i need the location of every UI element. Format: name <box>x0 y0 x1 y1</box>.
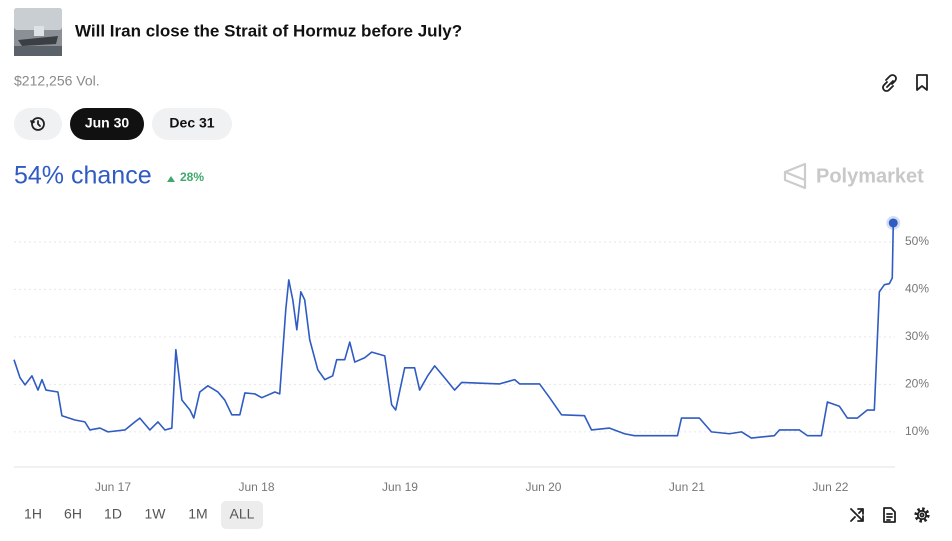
range-button[interactable]: 1W <box>145 506 167 522</box>
range-selector: 1H 6H 1D 1W 1M ALL <box>24 501 263 529</box>
x-tick-label: Jun 21 <box>669 480 705 494</box>
range-active-bg[interactable] <box>221 501 263 529</box>
date-button-active[interactable] <box>70 108 144 140</box>
chance: 54% chance <box>14 162 152 190</box>
change: 28% <box>180 170 204 184</box>
x-tick-label: Jun 18 <box>238 480 274 494</box>
y-tick-label: 30% <box>905 329 929 343</box>
thumbnail <box>14 8 62 56</box>
chart: 10% 20% 30% 40% 50% Jun 17 Jun 18 Jun 19 Jun 20 J… <box>13 215 929 494</box>
doc-icon[interactable] <box>883 507 896 523</box>
x-tick-label: Jun 17 <box>95 480 131 494</box>
settings-icon[interactable] <box>914 507 930 523</box>
range-button[interactable]: 1H <box>24 506 42 522</box>
bookmark-icon[interactable] <box>916 74 928 91</box>
x-tick-label: Jun 20 <box>525 480 561 494</box>
range-button[interactable]: 6H <box>64 506 82 522</box>
brand-logo <box>783 162 807 190</box>
link-icon[interactable] <box>882 74 897 92</box>
y-tick-label: 20% <box>905 377 929 391</box>
y-tick-label: 50% <box>905 234 929 248</box>
date-button[interactable] <box>152 108 232 140</box>
up-arrow <box>167 176 175 182</box>
title: Will Iran close the Strait of Hormuz bef… <box>75 21 462 40</box>
range-button[interactable]: 1M <box>188 506 207 522</box>
x-tick-label: Jun 22 <box>812 480 848 494</box>
history-button[interactable] <box>14 108 62 140</box>
price-line <box>13 222 895 439</box>
y-tick-label: 10% <box>905 424 929 438</box>
range-button[interactable]: 1D <box>104 506 122 522</box>
y-tick-label: 40% <box>905 282 929 296</box>
x-tick-label: Jun 19 <box>382 480 418 494</box>
shuffle-icon[interactable] <box>850 508 864 522</box>
end-point <box>888 218 898 228</box>
date-label[interactable]: Dec 31 <box>169 115 214 131</box>
date-label[interactable]: Jun 30 <box>85 115 130 131</box>
range-button[interactable]: ALL <box>230 506 255 522</box>
brand: Polymarket <box>816 165 924 187</box>
volume: $212,256 Vol. <box>14 73 100 89</box>
